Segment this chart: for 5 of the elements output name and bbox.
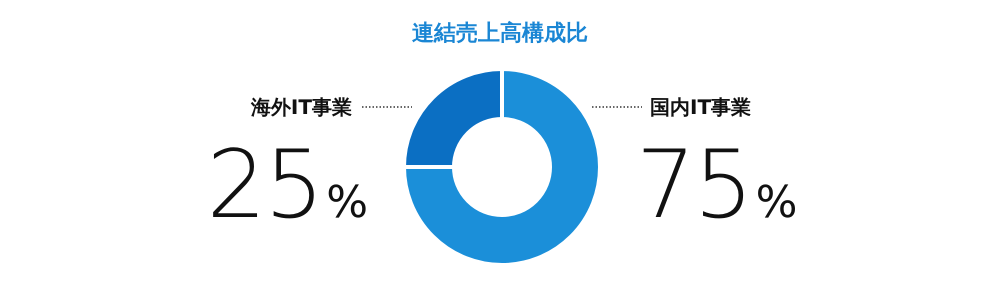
slice-label: 海外IT事業 (250, 95, 352, 119)
chart-title: 連結売上高構成比 (412, 20, 588, 46)
data-label: 25% (206, 131, 368, 240)
slice-label: 国内IT事業 (650, 95, 752, 119)
data-label: 75% (636, 131, 798, 240)
